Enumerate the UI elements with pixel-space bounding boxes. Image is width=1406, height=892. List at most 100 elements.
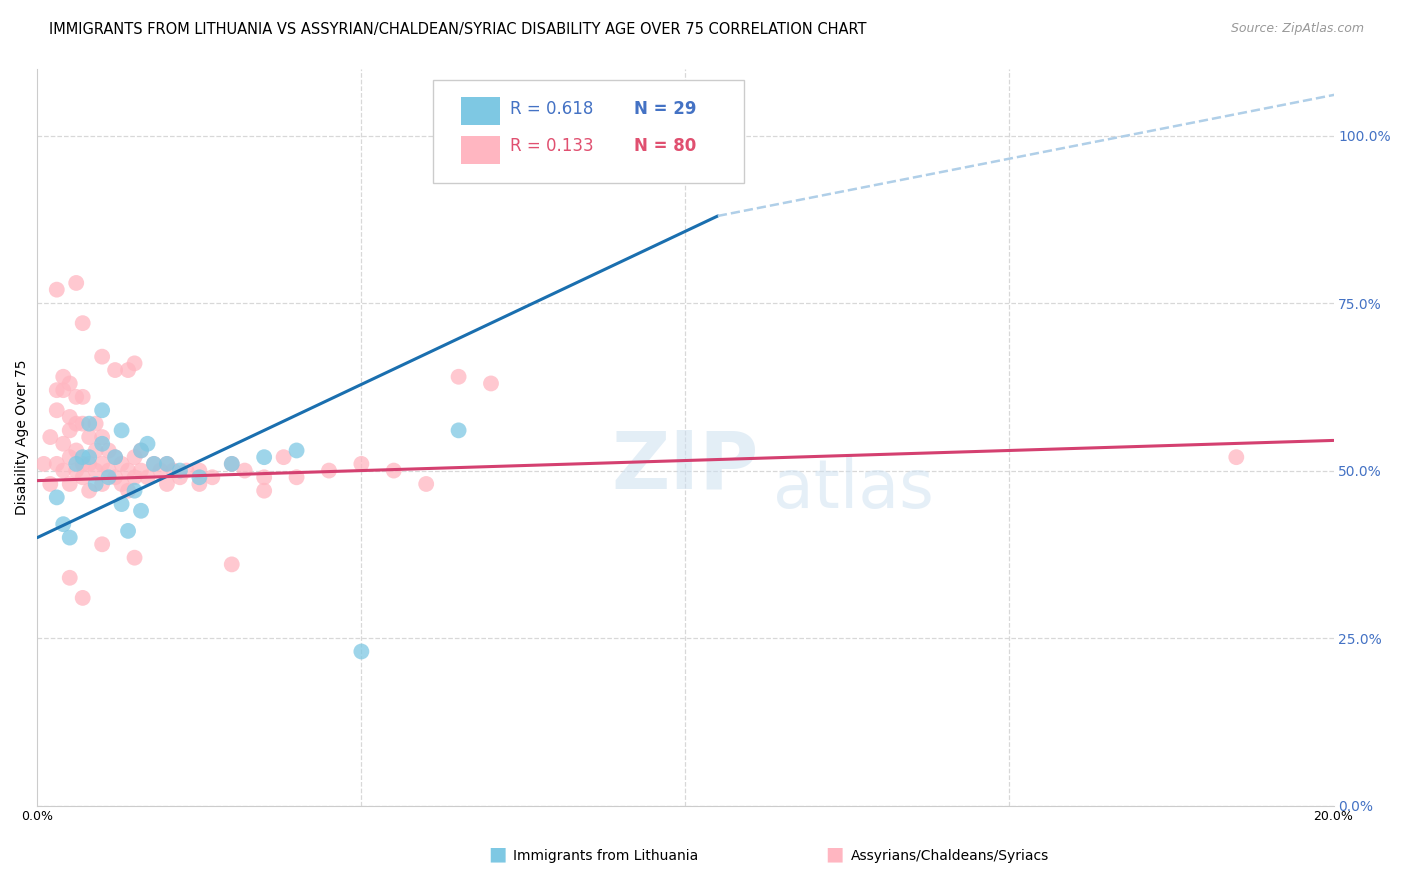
Point	[350, 457, 373, 471]
Point	[188, 477, 211, 491]
Point	[447, 423, 470, 437]
Point	[91, 403, 114, 417]
Point	[221, 457, 243, 471]
Point	[77, 450, 100, 465]
Point	[97, 443, 120, 458]
Point	[32, 457, 55, 471]
Point	[77, 457, 100, 471]
Point	[59, 409, 82, 424]
Point	[77, 430, 100, 444]
Point	[45, 383, 67, 397]
Text: N = 29: N = 29	[634, 100, 696, 119]
Point	[221, 457, 243, 471]
Point	[104, 450, 127, 465]
Text: atlas: atlas	[773, 456, 935, 522]
Point	[59, 531, 82, 545]
Point	[156, 457, 179, 471]
Point	[45, 457, 67, 471]
Text: R = 0.133: R = 0.133	[510, 137, 595, 155]
Point	[382, 464, 405, 478]
Text: ■: ■	[825, 845, 844, 863]
Point	[65, 276, 87, 290]
Point	[84, 417, 107, 431]
Point	[39, 477, 62, 491]
Point	[52, 437, 75, 451]
Point	[72, 457, 94, 471]
Point	[77, 417, 100, 431]
Point	[110, 457, 132, 471]
Point	[59, 423, 82, 437]
Point	[156, 457, 179, 471]
Point	[91, 430, 114, 444]
Point	[91, 477, 114, 491]
Point	[104, 470, 127, 484]
Point	[129, 443, 152, 458]
Point	[176, 464, 198, 478]
Y-axis label: Disability Age Over 75: Disability Age Over 75	[15, 359, 30, 515]
Point	[97, 470, 120, 484]
Text: Assyrians/Chaldeans/Syriacs: Assyrians/Chaldeans/Syriacs	[851, 849, 1049, 863]
Point	[143, 457, 166, 471]
Point	[110, 497, 132, 511]
Point	[1225, 450, 1247, 465]
Text: Source: ZipAtlas.com: Source: ZipAtlas.com	[1230, 22, 1364, 36]
Point	[551, 155, 574, 169]
Point	[72, 417, 94, 431]
Point	[72, 591, 94, 605]
Point	[52, 517, 75, 532]
Text: Immigrants from Lithuania: Immigrants from Lithuania	[513, 849, 699, 863]
Point	[65, 457, 87, 471]
Point	[129, 443, 152, 458]
Point	[72, 316, 94, 330]
FancyBboxPatch shape	[461, 136, 501, 164]
Point	[45, 491, 67, 505]
Point	[169, 464, 191, 478]
Text: IMMIGRANTS FROM LITHUANIA VS ASSYRIAN/CHALDEAN/SYRIAC DISABILITY AGE OVER 75 COR: IMMIGRANTS FROM LITHUANIA VS ASSYRIAN/CH…	[49, 22, 866, 37]
Point	[59, 571, 82, 585]
Point	[65, 417, 87, 431]
Point	[156, 477, 179, 491]
Point	[84, 464, 107, 478]
Point	[447, 369, 470, 384]
Point	[72, 470, 94, 484]
Point	[253, 450, 276, 465]
Point	[124, 470, 146, 484]
Text: R = 0.618: R = 0.618	[510, 100, 593, 119]
Point	[233, 464, 256, 478]
Point	[39, 430, 62, 444]
FancyBboxPatch shape	[461, 97, 501, 125]
Point	[65, 464, 87, 478]
Point	[104, 450, 127, 465]
Point	[129, 464, 152, 478]
Point	[162, 464, 184, 478]
Point	[273, 450, 295, 465]
Point	[169, 470, 191, 484]
Text: ZIP: ZIP	[612, 427, 759, 506]
Point	[124, 550, 146, 565]
Point	[415, 477, 437, 491]
Point	[129, 504, 152, 518]
Point	[136, 437, 159, 451]
Point	[52, 369, 75, 384]
Point	[143, 457, 166, 471]
Point	[136, 470, 159, 484]
Point	[91, 350, 114, 364]
Point	[124, 356, 146, 370]
Point	[479, 376, 502, 391]
Point	[59, 450, 82, 465]
Point	[117, 363, 139, 377]
Point	[45, 403, 67, 417]
Point	[72, 390, 94, 404]
Point	[52, 383, 75, 397]
Point	[77, 483, 100, 498]
Text: N = 80: N = 80	[634, 137, 696, 155]
Point	[188, 470, 211, 484]
Point	[59, 477, 82, 491]
Point	[45, 283, 67, 297]
Point	[124, 483, 146, 498]
FancyBboxPatch shape	[433, 79, 744, 183]
Point	[285, 443, 308, 458]
Point	[253, 470, 276, 484]
Point	[84, 477, 107, 491]
Point	[117, 483, 139, 498]
